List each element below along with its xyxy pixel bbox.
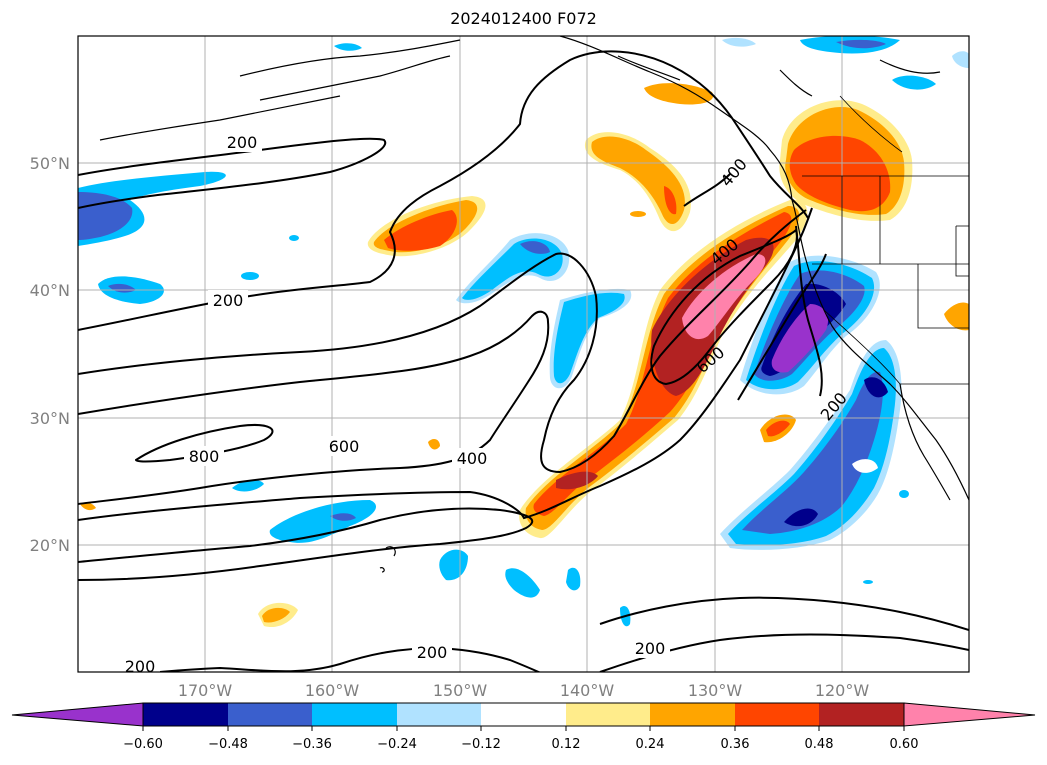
colorbar-segment (566, 703, 650, 726)
colorbar-extend-low (12, 703, 143, 726)
anomaly-blob (241, 272, 259, 280)
colorbar-segment (397, 703, 481, 726)
contour-label: 200 (213, 291, 244, 310)
colorbar-tick-label: −0.36 (292, 737, 332, 752)
contour-label: 400 (457, 449, 488, 468)
colorbar-segment (312, 703, 397, 726)
colorbar: −0.60 −0.48 −0.36 −0.24 −0.12 0.12 0.24 … (12, 703, 1035, 752)
colorbar-segment (143, 703, 228, 726)
anomaly-blob (899, 490, 909, 498)
contour-label: 200 (227, 133, 258, 152)
colorbar-tick-label: −0.12 (461, 737, 501, 752)
contour-label: 200 (125, 657, 156, 676)
lon-label: 160°W (305, 681, 360, 700)
colorbar-tick-label: 0.60 (890, 737, 919, 752)
anomaly-blob (630, 211, 646, 217)
lon-label: 120°W (815, 681, 870, 700)
lon-label: 130°W (688, 681, 743, 700)
latitude-labels: 50°N 40°N 30°N 20°N (30, 154, 70, 555)
anomaly-blob (289, 235, 299, 241)
lon-label: 140°W (560, 681, 615, 700)
colorbar-ticks (143, 726, 904, 731)
longitude-labels: 170°W 160°W 150°W 140°W 130°W 120°W (178, 681, 870, 700)
lat-label: 50°N (30, 154, 70, 173)
lon-label: 170°W (178, 681, 233, 700)
lat-label: 30°N (30, 409, 70, 428)
colorbar-tick-label: −0.60 (123, 737, 163, 752)
colorbar-extend-high (904, 703, 1035, 726)
colorbar-tick-label: −0.24 (377, 737, 417, 752)
contour-label: 600 (329, 437, 360, 456)
lon-label: 150°W (433, 681, 488, 700)
colorbar-tick-label: 0.12 (552, 737, 581, 752)
colorbar-segment (228, 703, 312, 726)
contour-label: 800 (189, 447, 220, 466)
colorbar-tick-label: 0.48 (805, 737, 834, 752)
colorbar-segment (650, 703, 735, 726)
colorbar-tick-label: −0.48 (208, 737, 248, 752)
lat-label: 20°N (30, 536, 70, 555)
colorbar-segment (735, 703, 819, 726)
colorbar-tick-label: 0.36 (721, 737, 750, 752)
anomaly-blob (863, 580, 873, 584)
contour-label: 200 (417, 643, 448, 662)
colorbar-segment (481, 703, 566, 726)
lat-label: 40°N (30, 281, 70, 300)
colorbar-tick-label: 0.24 (636, 737, 665, 752)
colorbar-segment (819, 703, 904, 726)
contour-label: 200 (635, 639, 666, 658)
